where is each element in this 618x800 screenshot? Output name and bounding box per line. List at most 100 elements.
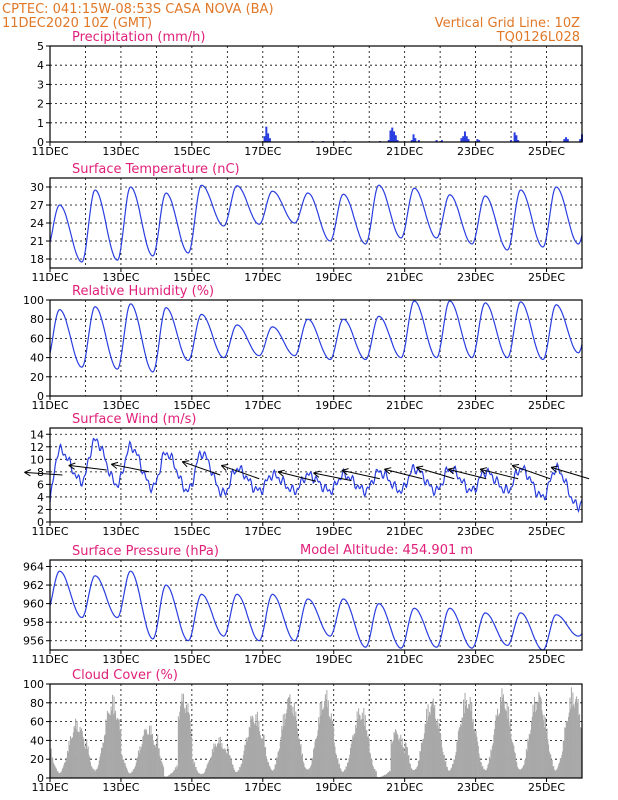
cloud-bar xyxy=(432,698,434,778)
cloud-bar xyxy=(552,766,554,778)
y-tick-label: 18 xyxy=(30,253,44,266)
x-tick-label: 13DEC xyxy=(102,399,139,412)
cloud-bar xyxy=(250,719,253,778)
cloud-bar xyxy=(493,734,495,778)
x-tick-label: 11DEC xyxy=(31,399,68,412)
cloud-bar xyxy=(554,770,556,778)
cloud-bar xyxy=(143,735,145,778)
precip-bar xyxy=(513,132,516,142)
cloud-bar xyxy=(525,758,527,778)
y-tick-label: 12 xyxy=(30,441,44,454)
y-tick-label: 14 xyxy=(30,428,44,441)
cloud-bar xyxy=(348,758,350,778)
cloud-bar xyxy=(311,759,313,778)
cloud-bar xyxy=(468,703,470,778)
cloud-bar xyxy=(249,728,251,778)
cloud-bar xyxy=(53,764,55,778)
x-tick-label: 17DEC xyxy=(244,145,281,158)
cloud-bar xyxy=(234,771,236,778)
cloud-bar xyxy=(149,725,151,778)
cloud-bar xyxy=(500,704,502,778)
cloud-bar xyxy=(120,729,122,778)
x-tick-label: 15DEC xyxy=(173,145,210,158)
cloud-bar xyxy=(406,747,408,778)
cloud-bar xyxy=(482,769,485,778)
y-tick-label: 964 xyxy=(23,560,44,573)
cloud-bar xyxy=(81,728,83,778)
cloud-bar xyxy=(267,761,269,778)
wind-vector xyxy=(111,463,150,473)
cloud-bar xyxy=(365,729,367,778)
cloud-bar xyxy=(115,710,117,778)
x-tick-label: 17DEC xyxy=(244,653,281,666)
cloud-bar xyxy=(451,767,453,778)
cloud-bar xyxy=(477,741,479,778)
cloud-bar xyxy=(506,702,508,778)
precip-bar xyxy=(462,136,465,142)
cloud-bar xyxy=(279,741,281,778)
cloud-bar xyxy=(484,770,486,778)
cloud-bar xyxy=(514,753,516,778)
x-tick-label: 23DEC xyxy=(457,271,494,284)
cloud-bar xyxy=(121,755,123,778)
y-tick-label: 80 xyxy=(30,313,44,326)
precip-bar xyxy=(417,140,420,142)
cloud-bar xyxy=(277,752,279,778)
cloud-bar xyxy=(320,715,322,778)
cloud-bar xyxy=(557,766,559,778)
cloud-bar xyxy=(501,688,503,778)
cloud-bar xyxy=(555,770,557,778)
cloud-bar xyxy=(396,733,398,778)
cloud-bar xyxy=(268,765,270,778)
cloud-bar xyxy=(548,744,550,778)
cloud-bar xyxy=(403,753,405,778)
cloud-bar xyxy=(512,743,514,778)
cloud-bar xyxy=(438,722,440,778)
cloud-bar xyxy=(162,764,164,778)
cloud-bar xyxy=(245,737,247,778)
cloud-bar xyxy=(504,708,506,778)
cloud-bar xyxy=(118,719,120,778)
cloud-bar xyxy=(205,769,207,778)
cloud-bar xyxy=(117,718,119,778)
cloud-bar xyxy=(188,712,190,778)
cloud-bar xyxy=(561,755,563,778)
cloud-bar xyxy=(436,725,438,778)
cloud-bar xyxy=(451,764,453,778)
cloud-bar xyxy=(147,733,149,778)
cloud-bar xyxy=(422,739,424,778)
wind-arrowhead xyxy=(415,465,424,473)
cloud-bar xyxy=(530,730,532,778)
cloud-bar xyxy=(170,773,172,778)
cloud-bar xyxy=(549,753,551,778)
cloud-bar xyxy=(276,757,278,778)
cloud-bar xyxy=(366,730,368,778)
y-tick-label: 0 xyxy=(37,390,44,403)
cloud-bar xyxy=(66,757,68,778)
cloud-bar xyxy=(323,707,325,778)
cloud-bar xyxy=(80,729,82,778)
cloud-bar xyxy=(177,716,179,778)
cloud-bar xyxy=(202,773,204,778)
cloud-bar xyxy=(416,766,418,778)
cloud-bar xyxy=(369,752,371,778)
cloud-bar xyxy=(171,773,173,778)
model-altitude: Model Altitude: 454.901 m xyxy=(300,543,473,558)
cloud-bar xyxy=(546,728,548,778)
cloud-bar xyxy=(157,748,159,778)
cloud-bar xyxy=(307,769,309,778)
cloud-bar xyxy=(457,731,459,778)
cloud-bar xyxy=(545,717,547,778)
cloud-bar xyxy=(570,687,572,778)
cloud-bar xyxy=(137,750,139,778)
cloud-bar xyxy=(244,744,246,778)
header-station: CPTEC: 041:15W-08:53S CASA NOVA (BA) xyxy=(2,2,274,17)
cloud-bar xyxy=(457,740,459,778)
cloud-bar xyxy=(351,740,353,778)
cloud-bar xyxy=(412,769,414,778)
cloud-bar xyxy=(409,763,411,778)
cloud-bar xyxy=(136,758,138,778)
cloud-bar xyxy=(72,737,74,778)
cloud-bar xyxy=(199,773,201,778)
cloud-bar xyxy=(314,741,316,778)
